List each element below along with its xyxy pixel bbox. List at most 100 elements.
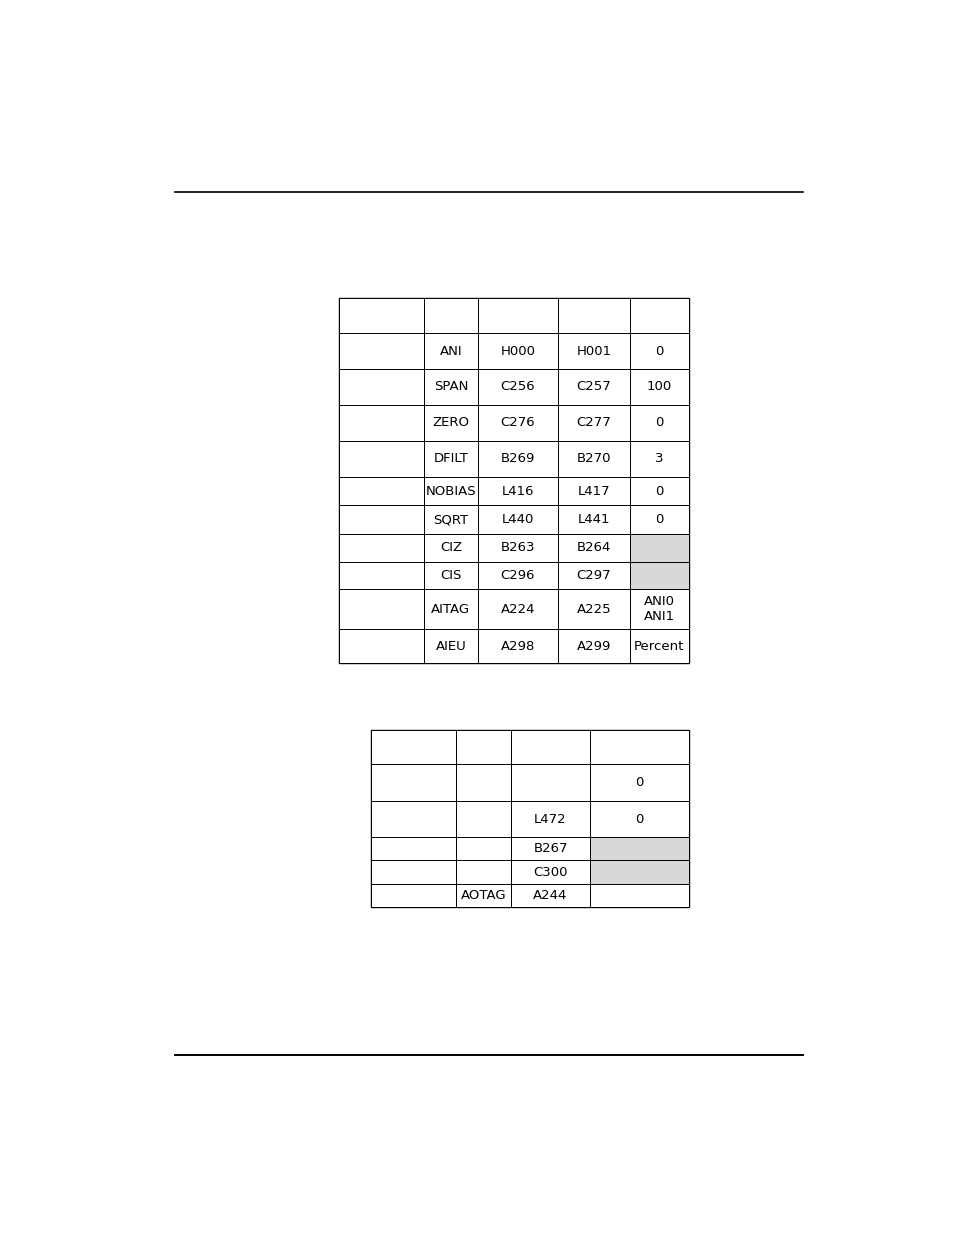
Bar xyxy=(423,299,477,333)
Bar xyxy=(629,441,688,477)
Bar xyxy=(558,441,629,477)
Bar xyxy=(510,883,590,906)
Text: A299: A299 xyxy=(577,640,611,652)
Bar xyxy=(558,299,629,333)
Bar xyxy=(590,802,688,837)
Bar xyxy=(338,441,423,477)
Text: 0: 0 xyxy=(655,345,663,358)
Bar xyxy=(338,477,423,505)
Text: CIZ: CIZ xyxy=(439,541,461,555)
Bar xyxy=(477,333,558,369)
Bar xyxy=(423,369,477,405)
Text: SPAN: SPAN xyxy=(434,380,468,394)
Text: L416: L416 xyxy=(501,484,534,498)
Text: AOTAG: AOTAG xyxy=(460,889,506,902)
Bar xyxy=(510,861,590,883)
Bar xyxy=(629,630,688,662)
Text: L440: L440 xyxy=(501,514,534,526)
Text: 3: 3 xyxy=(655,452,663,466)
Bar xyxy=(338,369,423,405)
Bar xyxy=(477,534,558,562)
Bar xyxy=(371,802,456,837)
Bar xyxy=(423,562,477,589)
Text: A298: A298 xyxy=(500,640,535,652)
Bar xyxy=(629,299,688,333)
Bar xyxy=(338,630,423,662)
Bar xyxy=(371,730,688,906)
Text: 0: 0 xyxy=(635,776,643,789)
Bar xyxy=(477,299,558,333)
Text: NOBIAS: NOBIAS xyxy=(425,484,476,498)
Bar xyxy=(558,505,629,534)
Bar xyxy=(477,405,558,441)
Bar xyxy=(456,764,510,802)
Bar xyxy=(477,441,558,477)
Bar xyxy=(423,630,477,662)
Bar xyxy=(371,730,456,764)
Bar xyxy=(629,369,688,405)
Bar xyxy=(456,883,510,906)
Bar xyxy=(371,764,456,802)
Text: 0: 0 xyxy=(655,484,663,498)
Text: ANI0
ANI1: ANI0 ANI1 xyxy=(643,595,675,624)
Bar xyxy=(338,589,423,630)
Bar xyxy=(338,405,423,441)
Bar xyxy=(456,837,510,861)
Text: L441: L441 xyxy=(578,514,610,526)
Text: C276: C276 xyxy=(500,416,535,430)
Bar xyxy=(456,861,510,883)
Bar xyxy=(338,299,688,662)
Bar xyxy=(558,333,629,369)
Text: C297: C297 xyxy=(576,569,611,582)
Bar xyxy=(423,333,477,369)
Bar xyxy=(338,562,423,589)
Text: B263: B263 xyxy=(500,541,535,555)
Bar xyxy=(477,505,558,534)
Bar xyxy=(510,802,590,837)
Bar xyxy=(338,333,423,369)
Bar xyxy=(590,861,688,883)
Bar xyxy=(629,589,688,630)
Text: 100: 100 xyxy=(646,380,671,394)
Bar xyxy=(629,534,688,562)
Bar xyxy=(558,589,629,630)
Bar xyxy=(456,802,510,837)
Bar xyxy=(590,883,688,906)
Text: H001: H001 xyxy=(576,345,611,358)
Text: B270: B270 xyxy=(576,452,611,466)
Bar xyxy=(629,477,688,505)
Text: DFILT: DFILT xyxy=(433,452,468,466)
Bar xyxy=(371,861,456,883)
Bar xyxy=(371,883,456,906)
Text: AITAG: AITAG xyxy=(431,603,470,616)
Text: ANI: ANI xyxy=(439,345,462,358)
Text: SQRT: SQRT xyxy=(433,514,468,526)
Bar xyxy=(590,730,688,764)
Bar xyxy=(629,505,688,534)
Text: C300: C300 xyxy=(533,866,567,878)
Text: B267: B267 xyxy=(533,842,567,856)
Bar xyxy=(338,505,423,534)
Text: 0: 0 xyxy=(655,514,663,526)
Bar xyxy=(558,534,629,562)
Text: ZERO: ZERO xyxy=(432,416,469,430)
Bar xyxy=(510,837,590,861)
Bar xyxy=(629,333,688,369)
Bar xyxy=(423,477,477,505)
Bar xyxy=(423,505,477,534)
Bar xyxy=(558,477,629,505)
Bar xyxy=(423,441,477,477)
Text: H000: H000 xyxy=(500,345,535,358)
Bar xyxy=(456,730,510,764)
Text: B269: B269 xyxy=(500,452,535,466)
Bar xyxy=(338,299,423,333)
Bar xyxy=(558,405,629,441)
Text: A244: A244 xyxy=(533,889,567,902)
Bar xyxy=(590,837,688,861)
Bar xyxy=(558,630,629,662)
Bar xyxy=(423,534,477,562)
Text: L417: L417 xyxy=(577,484,610,498)
Text: Percent: Percent xyxy=(634,640,684,652)
Text: C296: C296 xyxy=(500,569,535,582)
Bar xyxy=(477,369,558,405)
